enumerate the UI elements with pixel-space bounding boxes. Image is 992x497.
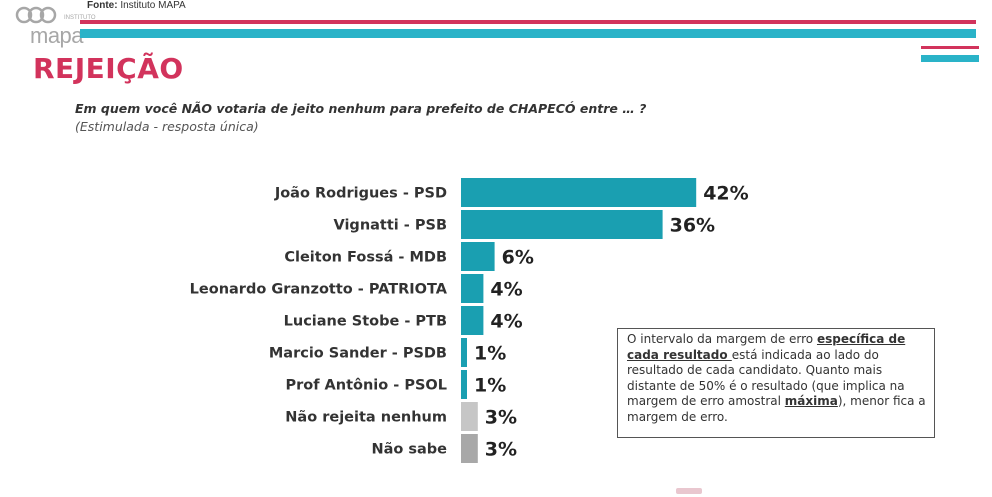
value-label: 4% xyxy=(490,311,522,333)
value-label: 6% xyxy=(502,247,534,269)
side-stripe-cyan xyxy=(921,55,979,62)
footer-mark xyxy=(676,488,702,494)
category-label: Marcio Sander - PSDB xyxy=(269,346,447,362)
note-text-1: O intervalo da margem de erro xyxy=(627,332,817,346)
logo-wordmark: mapa xyxy=(30,23,84,48)
bar xyxy=(461,402,478,431)
category-label: Prof Antônio - PSOL xyxy=(285,378,447,394)
category-label: Luciane Stobe - PTB xyxy=(284,314,447,330)
value-label: 3% xyxy=(485,439,517,461)
logo-subtitle: INSTITUTO xyxy=(64,15,96,21)
source-line: Fonte: Instituto MAPA xyxy=(87,0,186,11)
value-label: 3% xyxy=(485,407,517,429)
header-stripe-red xyxy=(80,20,976,24)
bar xyxy=(461,370,467,399)
survey-question-note: (Estimulada - resposta única) xyxy=(75,119,259,134)
bar xyxy=(461,242,495,271)
category-label: Não sabe xyxy=(371,442,447,458)
source-value: Instituto MAPA xyxy=(120,0,186,11)
margin-of-error-note: O intervalo da margem de erro específica… xyxy=(617,328,935,438)
bar xyxy=(461,274,484,303)
bar xyxy=(461,178,697,207)
value-label: 1% xyxy=(474,343,506,365)
page-title: REJEIÇÃO xyxy=(33,52,184,85)
category-label: João Rodrigues - PSD xyxy=(274,186,447,202)
value-label: 42% xyxy=(703,183,748,205)
note-text-2: está indicada ao lado do resultado de ca… xyxy=(627,347,905,409)
category-label: Não rejeita nenhum xyxy=(285,410,447,426)
category-label: Leonardo Granzotto - PATRIOTA xyxy=(190,282,448,298)
bar xyxy=(461,434,478,463)
source-label: Fonte: xyxy=(87,0,118,11)
bar xyxy=(461,338,467,367)
side-stripe-red xyxy=(921,46,979,49)
note-text-3: ), menor fica a margem de erro. xyxy=(627,394,926,424)
value-label: 4% xyxy=(490,279,522,301)
bar xyxy=(461,210,663,239)
survey-question: Em quem você NÃO votaria de jeito nenhum… xyxy=(75,101,647,116)
category-label: Vignatti - PSB xyxy=(334,218,448,234)
note-emphasis-1: específica de cada resultado xyxy=(627,332,906,362)
category-label: Cleiton Fossá - MDB xyxy=(284,250,447,266)
bar xyxy=(461,306,484,335)
mapa-logo: INSTITUTO mapa xyxy=(12,5,96,48)
note-emphasis-2: máxima xyxy=(784,394,838,408)
value-label: 36% xyxy=(670,215,715,237)
value-label: 1% xyxy=(474,375,506,397)
header-stripe-cyan xyxy=(80,29,976,38)
logo-rings-icon xyxy=(15,6,57,24)
